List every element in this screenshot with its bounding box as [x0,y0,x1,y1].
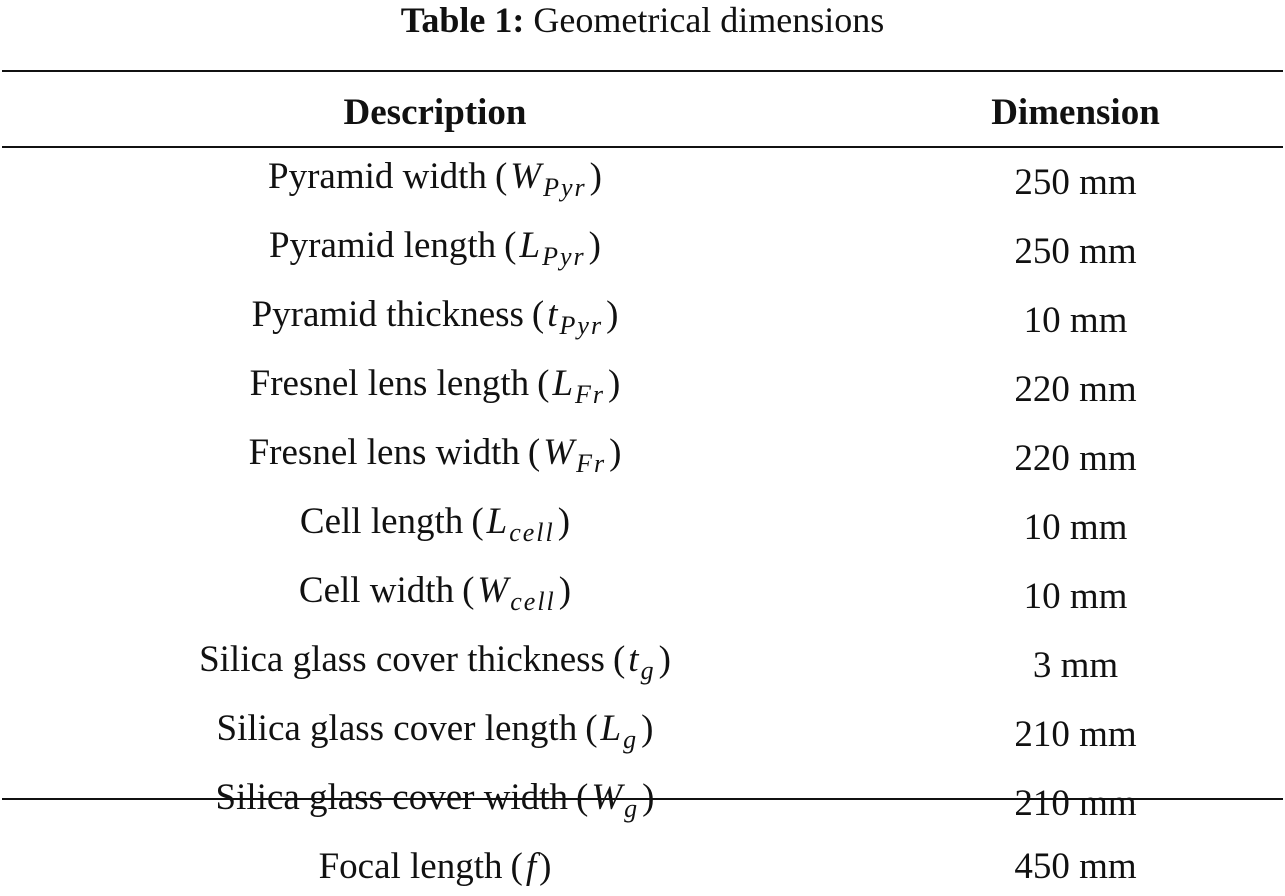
symbol: Wg [568,777,654,823]
top-rule [2,70,1283,72]
symbol: LPyr [496,225,601,271]
description-cell: Cell widthWcell [2,562,868,631]
symbol-base: W [591,777,623,818]
description-text: Silica glass cover thickness [199,639,605,680]
table-row: Pyramid lengthLPyr250 mm [2,217,1283,286]
dimension-cell: 450 mm [1014,846,1137,887]
caption-label: Table 1: [400,0,525,40]
symbol-base: L [600,708,622,749]
symbol: tg [605,639,671,685]
description-text: Fresnel lens length [249,363,530,404]
description-cell: Focal length f [2,838,868,896]
table-row: Focal length f 450 mm [2,838,1283,896]
symbol-base: W [477,570,509,611]
description-cell: Fresnel lens widthWFr [2,424,868,493]
symbol: WPyr [487,156,602,202]
table-row: Fresnel lens lengthLFr220 mm [2,355,1283,424]
table-row: Fresnel lens widthWFr220 mm [2,424,1283,493]
description-text: Cell width [298,570,455,611]
symbol-base: t [547,294,558,335]
table-row: Cell widthWcell10 mm [2,562,1283,631]
description-text: Fresnel lens width [248,432,520,473]
bottom-rule [2,798,1283,800]
description-text: Pyramid length [269,225,497,266]
mid-rule [2,146,1283,148]
symbol: WFr [520,432,621,478]
table-row: Cell lengthLcell10 mm [2,493,1283,562]
table: Description Dimension Pyramid widthWPyr2… [2,76,1283,896]
dimension-cell: 250 mm [1014,161,1137,203]
description-cell: Pyramid thicknesstPyr [2,286,868,355]
table-row: Silica glass cover thicknesstg3 mm [2,631,1283,700]
symbol-base: f [525,846,537,887]
dimension-cell: 3 mm [1032,644,1119,686]
description-cell: Silica glass cover thicknesstg [2,631,868,700]
symbol-base: L [519,225,541,266]
symbol: Wcell [454,570,571,616]
description-cell: Pyramid widthWPyr [2,148,868,217]
description-text: Pyramid thickness [251,294,524,335]
symbol-base: W [543,432,575,473]
description-text: Silica glass cover width [215,777,568,818]
symbol: tPyr [524,294,618,340]
dimension-cell: 10 mm [1023,299,1128,341]
caption: Table 1: Geometrical dimensions [0,0,1285,40]
symbol-subscript: cell [509,518,555,547]
description-cell: Fresnel lens lengthLFr [2,355,868,424]
description-cell: Cell lengthLcell [2,493,868,562]
symbol-base: L [552,363,574,404]
dimension-cell: 210 mm [1014,713,1137,755]
description-text: Silica glass cover length [216,708,578,749]
symbol-base: t [628,639,639,680]
symbol-base: L [486,501,508,542]
symbol: f [503,846,552,887]
symbol: Lcell [463,501,570,547]
symbol-subscript: Fr [575,380,606,409]
symbol-subscript: Fr [576,449,607,478]
dimension-cell: 10 mm [1023,506,1128,548]
table-row: Pyramid thicknesstPyr10 mm [2,286,1283,355]
symbol-subscript: Pyr [543,173,587,202]
dimension-cell: 250 mm [1014,230,1137,272]
description-cell: Pyramid lengthLPyr [2,217,868,286]
symbol-subscript: Pyr [559,311,604,340]
symbol-subscript: g [623,725,639,754]
description-text: Pyramid width [268,156,487,197]
caption-text: Geometrical dimensions [533,0,885,40]
symbol-subscript: Pyr [542,242,586,271]
description-text: Cell length [299,501,464,542]
table-row: Silica glass cover lengthLg210 mm [2,700,1283,769]
symbol-subscript: g [624,794,640,823]
dimension-cell: 10 mm [1023,575,1128,617]
symbol-base: W [510,156,542,197]
dimension-cell: 220 mm [1014,437,1137,479]
description-text: Focal length [318,846,503,887]
symbol-subscript: g [640,656,656,685]
dimension-cell: 220 mm [1014,368,1137,410]
symbol: LFr [529,363,620,409]
header-row: Description Dimension [2,76,1283,148]
symbol: Lg [577,708,653,754]
symbol-subscript: cell [510,587,556,616]
table-row: Pyramid widthWPyr250 mm [2,148,1283,217]
header-cell: Description [343,91,527,133]
description-cell: Silica glass cover lengthLg [2,700,868,769]
header-cell: Dimension [991,91,1160,133]
